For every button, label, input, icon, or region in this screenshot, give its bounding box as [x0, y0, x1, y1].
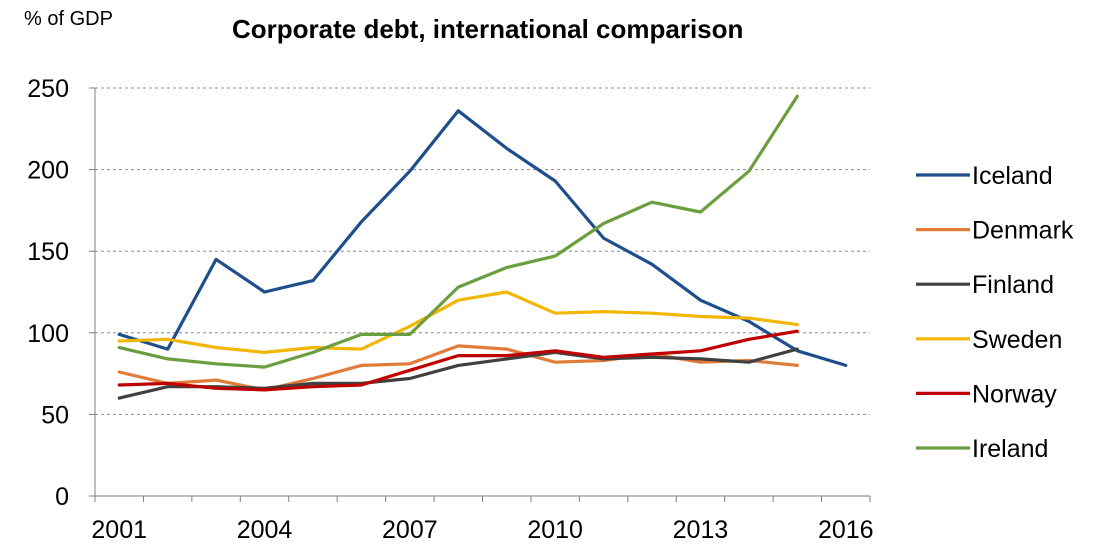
x-tick-label: 2016: [818, 516, 874, 544]
y-tick-label: 250: [27, 75, 69, 103]
y-tick-label: 50: [41, 401, 69, 429]
y-tick-label: 0: [55, 483, 69, 511]
legend-label-ireland: Ireland: [972, 435, 1048, 463]
chart-title: Corporate debt, international comparison: [232, 14, 744, 44]
series-line-iceland: [117, 109, 848, 367]
x-tick-label: 2001: [91, 516, 147, 544]
legend-label-denmark: Denmark: [972, 217, 1074, 245]
x-tick-label: 2013: [673, 516, 729, 544]
x-tick-label: 2010: [527, 516, 583, 544]
x-tick-label: 2004: [237, 516, 293, 544]
y-tick-label: 150: [27, 238, 69, 266]
y-tick-label: 200: [27, 157, 69, 185]
legend-label-iceland: Iceland: [972, 162, 1053, 190]
series-line-sweden: [117, 290, 799, 354]
y-axis-title: % of GDP: [24, 8, 113, 30]
legend-label-finland: Finland: [972, 271, 1054, 299]
series-line-ireland: [117, 94, 799, 369]
legend: Iceland Denmark Finland Sweden Norway Ireland: [916, 162, 1074, 463]
axes: 0 50 100 150 200 250 2001 2004 2007 2010 2013 2016: [27, 75, 873, 544]
series-lines: [117, 94, 848, 400]
x-tick-label: 2007: [382, 516, 438, 544]
y-tick-label: 100: [27, 320, 69, 348]
legend-label-norway: Norway: [972, 380, 1057, 408]
gridlines: [95, 87, 870, 415]
series-line-norway: [117, 329, 799, 392]
legend-label-sweden: Sweden: [972, 326, 1062, 354]
